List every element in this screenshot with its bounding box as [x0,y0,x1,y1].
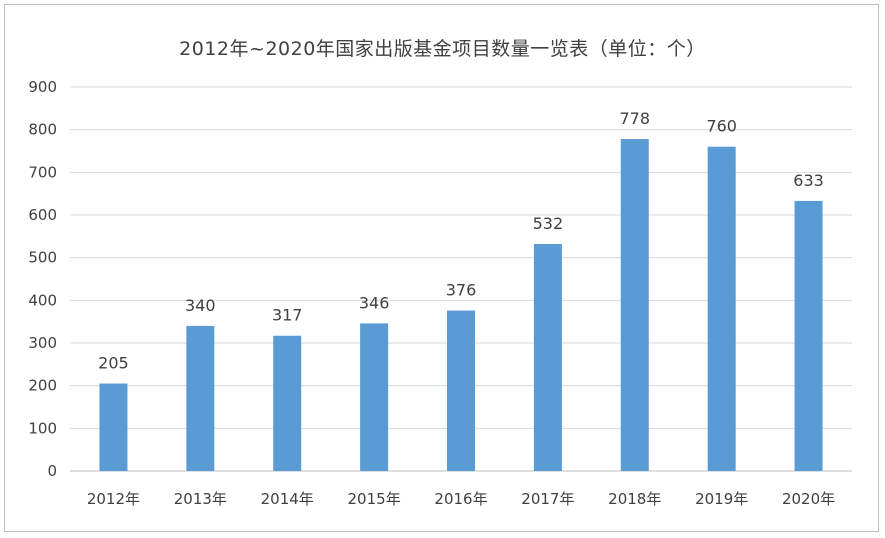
bar [707,146,736,471]
data-label: 633 [793,171,824,190]
x-tick-label: 2019年 [695,490,748,508]
bar [533,244,562,471]
y-tick-label: 900 [28,78,57,96]
y-axis: 0 100 200 300 400 500 600 700 800 900 [28,78,57,480]
y-tick-label: 800 [28,121,57,139]
y-tick-label: 0 [47,462,57,480]
data-label: 340 [185,296,216,315]
bar [360,323,389,471]
y-tick-label: 600 [28,206,57,224]
x-tick-label: 2018年 [608,490,661,508]
data-label: 376 [446,281,477,300]
chart-title: 2012年~2020年国家出版基金项目数量一览表（单位：个） [179,38,706,60]
x-tick-label: 2020年 [782,490,835,508]
x-tick-label: 2017年 [521,490,574,508]
x-axis: 2012年 2013年 2014年 2015年 2016年 2017年 2018年 2019年… [87,490,835,508]
y-tick-label: 700 [28,163,57,181]
bar [620,139,649,471]
y-tick-label: 200 [28,377,57,395]
data-labels: 205 340 317 346 376 532 778 760 633 [98,109,824,372]
bar [186,325,215,471]
data-label: 778 [620,109,651,128]
bar [794,200,823,472]
data-label: 760 [706,117,737,136]
bar [447,310,475,471]
x-tick-label: 2012年 [87,490,140,508]
bar [273,335,302,471]
y-tick-label: 400 [28,291,57,309]
bars [99,139,823,472]
y-tick-label: 500 [28,249,57,267]
x-tick-label: 2013年 [174,490,227,508]
data-label: 205 [98,354,129,373]
x-tick-label: 2014年 [261,490,314,508]
y-tick-label: 300 [28,334,57,352]
data-label: 346 [359,293,390,312]
data-label: 532 [533,214,564,233]
y-tick-label: 100 [28,419,57,437]
bar [99,383,128,471]
x-tick-label: 2015年 [348,490,401,508]
x-tick-label: 2016年 [434,490,487,508]
data-label: 317 [272,306,303,325]
